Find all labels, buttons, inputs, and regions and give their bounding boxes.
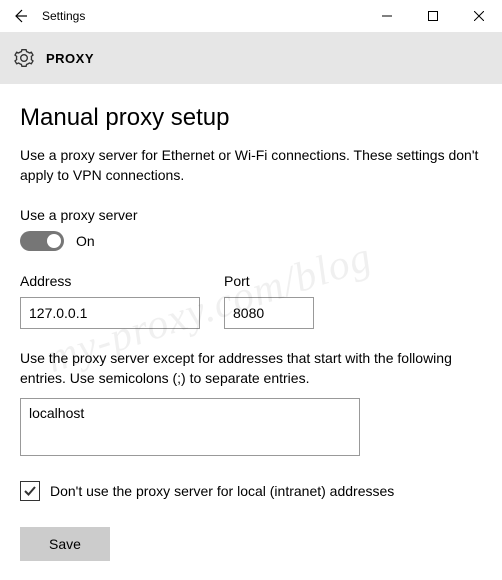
exceptions-input[interactable] (20, 398, 360, 456)
gear-icon (14, 48, 34, 68)
check-icon (23, 484, 37, 498)
toggle-state-label: On (76, 233, 95, 249)
use-proxy-label: Use a proxy server (20, 207, 482, 223)
port-input[interactable] (224, 297, 314, 329)
address-input[interactable] (20, 297, 200, 329)
port-col: Port (224, 273, 314, 329)
port-label: Port (224, 273, 314, 289)
save-button[interactable]: Save (20, 527, 110, 561)
window-title: Settings (42, 9, 364, 23)
use-proxy-toggle-row: On (20, 231, 482, 251)
exceptions-label: Use the proxy server except for addresse… (20, 349, 482, 388)
bypass-local-row[interactable]: Don't use the proxy server for local (in… (20, 481, 482, 501)
address-port-row: Address Port (20, 273, 482, 329)
section-title: PROXY (46, 51, 94, 66)
toggle-knob (47, 234, 61, 248)
maximize-icon (428, 11, 438, 21)
address-label: Address (20, 273, 200, 289)
bypass-local-label: Don't use the proxy server for local (in… (50, 483, 394, 499)
minimize-icon (382, 11, 392, 21)
maximize-button[interactable] (410, 0, 456, 32)
close-icon (474, 11, 484, 21)
arrow-left-icon (12, 8, 28, 24)
titlebar: Settings (0, 0, 502, 32)
page-description: Use a proxy server for Ethernet or Wi-Fi… (20, 146, 482, 185)
window-controls (364, 0, 502, 32)
section-header: PROXY (0, 32, 502, 84)
close-button[interactable] (456, 0, 502, 32)
minimize-button[interactable] (364, 0, 410, 32)
bypass-local-checkbox[interactable] (20, 481, 40, 501)
back-button[interactable] (0, 0, 40, 32)
page-title: Manual proxy setup (20, 104, 482, 132)
address-col: Address (20, 273, 200, 329)
content-area: my-proxy.com/blog Manual proxy setup Use… (0, 84, 502, 580)
use-proxy-toggle[interactable] (20, 231, 64, 251)
